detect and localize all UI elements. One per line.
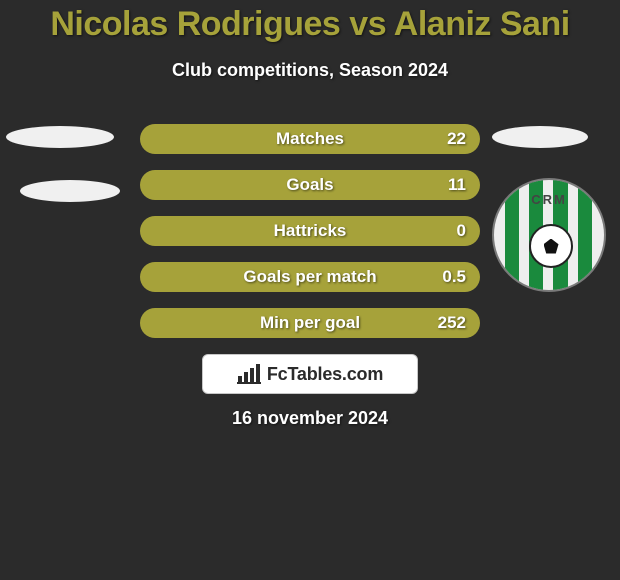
stat-value: 0.5 bbox=[442, 267, 466, 287]
subtitle: Club competitions, Season 2024 bbox=[0, 60, 620, 81]
stat-value: 0 bbox=[457, 221, 466, 241]
brand-text: FcTables.com bbox=[267, 364, 383, 385]
stat-label: Goals per match bbox=[243, 267, 376, 287]
stat-label: Goals bbox=[286, 175, 333, 195]
page-title: Nicolas Rodrigues vs Alaniz Sani bbox=[0, 5, 620, 44]
stat-label: Hattricks bbox=[274, 221, 347, 241]
soccer-ball-icon bbox=[529, 224, 573, 268]
stat-value: 252 bbox=[438, 313, 466, 333]
club-monogram: CRM bbox=[494, 192, 604, 207]
comparison-card: Nicolas Rodrigues vs Alaniz Sani Club co… bbox=[0, 0, 620, 580]
player2-club-badge: CRM bbox=[492, 178, 606, 292]
stat-bar-hattricks: Hattricks 0 bbox=[140, 216, 480, 246]
generated-date: 16 november 2024 bbox=[0, 408, 620, 429]
stat-bar-goals-per-match: Goals per match 0.5 bbox=[140, 262, 480, 292]
stat-bar-matches: Matches 22 bbox=[140, 124, 480, 154]
stat-value: 22 bbox=[447, 129, 466, 149]
stat-bar-min-per-goal: Min per goal 252 bbox=[140, 308, 480, 338]
stat-label: Matches bbox=[276, 129, 344, 149]
stat-value: 11 bbox=[448, 175, 466, 195]
player1-avatar-placeholder bbox=[6, 126, 114, 148]
ball-pentagon bbox=[544, 239, 559, 254]
player2-avatar-placeholder bbox=[492, 126, 588, 148]
bar-chart-icon bbox=[237, 364, 261, 384]
player1-club-placeholder bbox=[20, 180, 120, 202]
brand-link[interactable]: FcTables.com bbox=[202, 354, 418, 394]
stat-bar-goals: Goals 11 bbox=[140, 170, 480, 200]
stat-label: Min per goal bbox=[260, 313, 360, 333]
